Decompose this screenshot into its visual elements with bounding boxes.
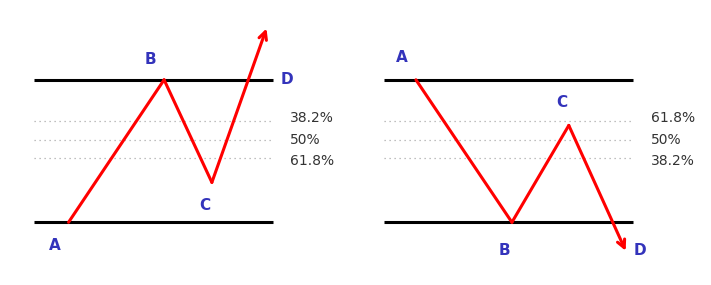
Text: C: C (200, 198, 210, 213)
Text: C: C (556, 95, 567, 110)
Text: 38.2%: 38.2% (290, 111, 334, 125)
Text: A: A (396, 50, 407, 64)
Text: 38.2%: 38.2% (651, 154, 695, 168)
Text: A: A (49, 238, 60, 253)
Text: 50%: 50% (651, 133, 681, 147)
Text: 61.8%: 61.8% (651, 111, 695, 125)
Text: 61.8%: 61.8% (290, 154, 334, 168)
Text: D: D (281, 72, 293, 87)
Text: B: B (144, 52, 156, 67)
Text: B: B (499, 243, 510, 258)
Text: 50%: 50% (290, 133, 321, 147)
Text: D: D (634, 243, 646, 258)
